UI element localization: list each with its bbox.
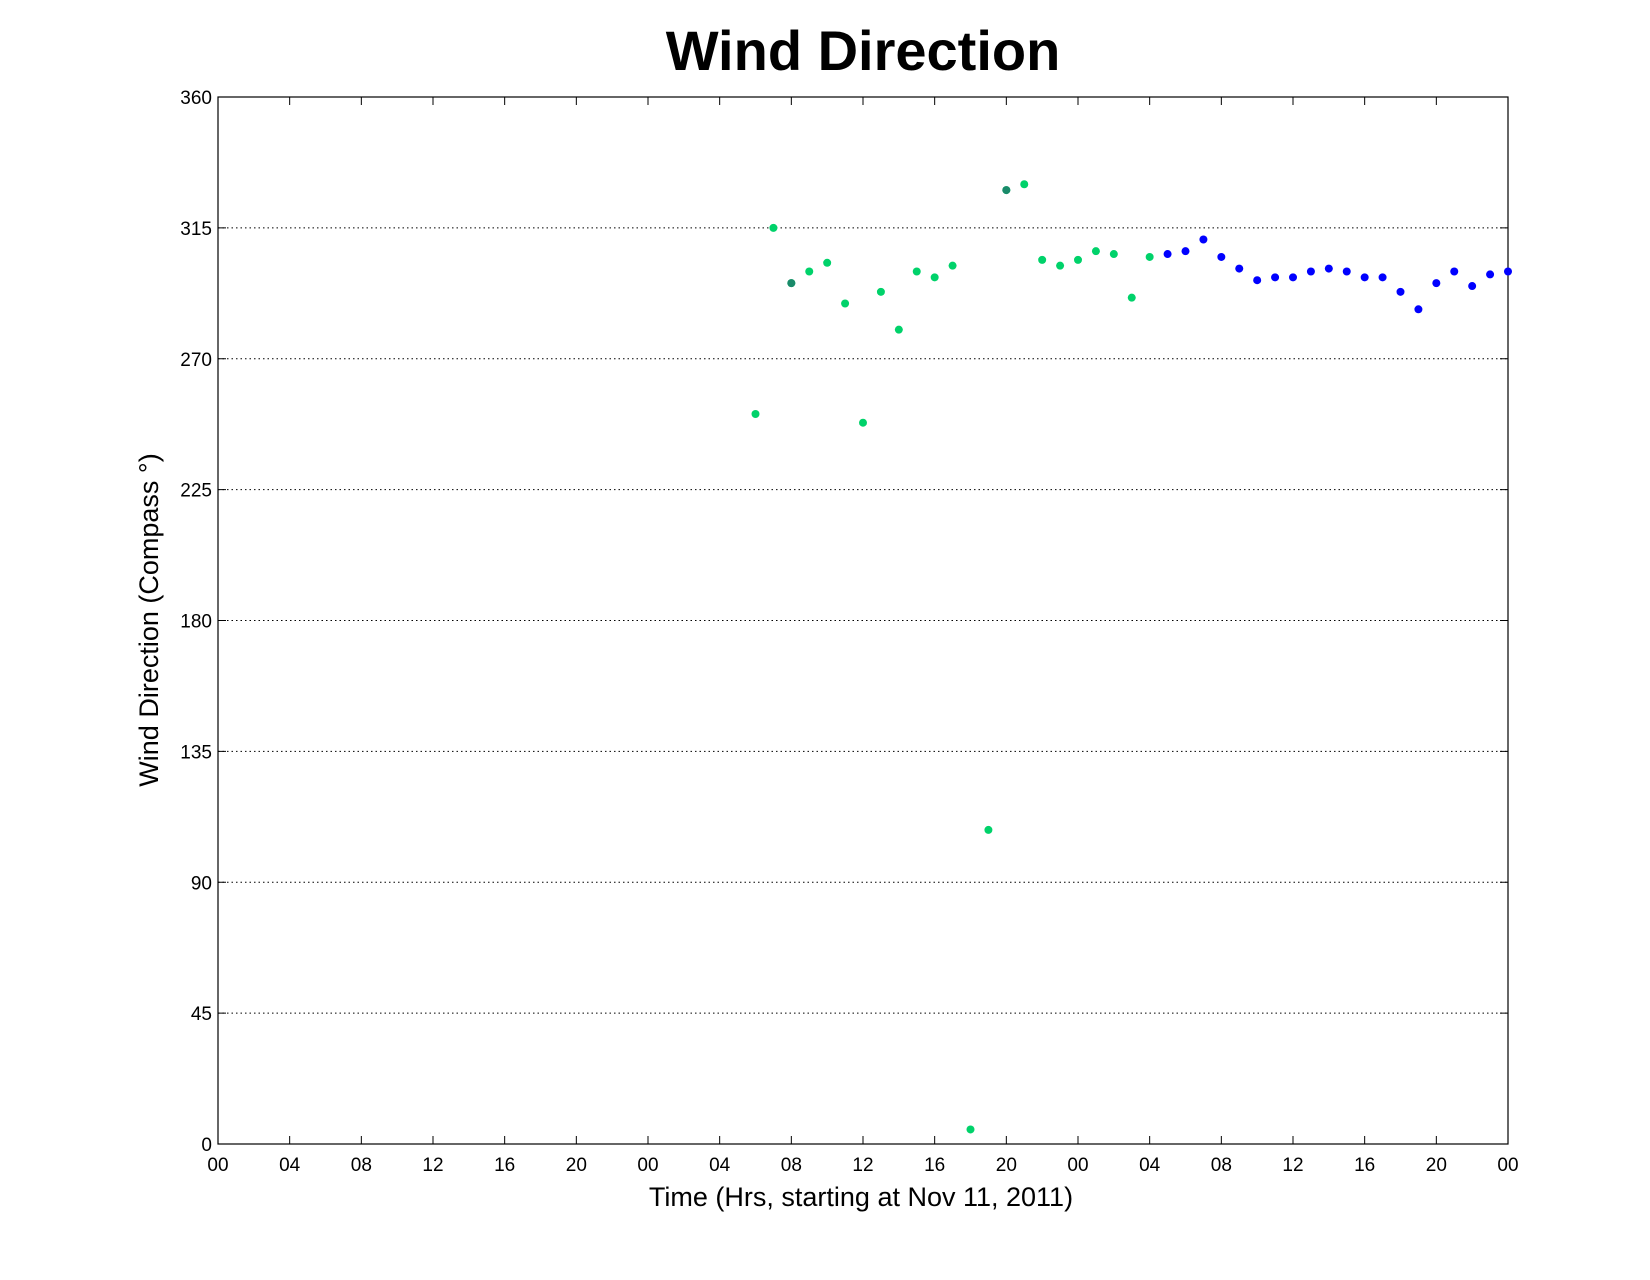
y-tick-label: 360 <box>180 88 212 109</box>
x-tick-label: 04 <box>709 1155 731 1176</box>
data-point <box>823 258 832 267</box>
data-point <box>1020 180 1029 189</box>
y-tick-label: 315 <box>180 219 212 240</box>
x-tick-label: 16 <box>1354 1155 1375 1176</box>
y-tick-label: 270 <box>180 350 212 371</box>
data-point <box>1504 267 1512 276</box>
data-point <box>841 299 850 308</box>
x-tick-label: 04 <box>279 1155 301 1176</box>
chart-title: Wind Direction <box>666 19 1061 82</box>
y-tick-label: 225 <box>180 481 212 502</box>
x-axis-label: Time (Hrs, starting at Nov 11, 2011) <box>649 1182 1073 1212</box>
y-tick-labels: 0 45 90 135 180 225 270 315 360 <box>180 88 212 1156</box>
data-point <box>1091 247 1100 256</box>
data-point <box>1235 264 1244 273</box>
data-point <box>1306 267 1315 276</box>
y-axis-label: Wind Direction (Compass °) <box>134 453 164 786</box>
data-point <box>1289 273 1297 282</box>
data-point <box>894 325 903 334</box>
data-point <box>912 267 921 276</box>
data-point <box>1432 279 1441 288</box>
data-point <box>1414 305 1423 314</box>
data-point <box>1127 293 1136 302</box>
data-point <box>805 267 814 276</box>
x-tick-label: 00 <box>1497 1155 1518 1176</box>
x-tick-label: 12 <box>422 1155 443 1176</box>
data-point <box>966 1125 975 1134</box>
y-tick-label: 135 <box>180 742 212 763</box>
data-point-overlap <box>1002 186 1011 195</box>
x-tick-label: 00 <box>1067 1155 1088 1176</box>
x-tick-label: 12 <box>1282 1155 1303 1176</box>
data-point <box>1109 250 1118 259</box>
data-point <box>1360 273 1369 282</box>
x-tick-label: 20 <box>1426 1155 1447 1176</box>
data-points <box>751 180 1512 1134</box>
data-point <box>1450 267 1459 276</box>
data-point <box>769 223 778 232</box>
x-tick-label: 04 <box>1139 1155 1161 1176</box>
data-point <box>1486 270 1495 279</box>
x-tick-label: 20 <box>566 1155 587 1176</box>
x-tick-label: 16 <box>924 1155 945 1176</box>
x-tick-label: 08 <box>351 1155 372 1176</box>
y-tick-label: 180 <box>180 612 212 633</box>
x-tick-label: 16 <box>494 1155 515 1176</box>
data-point <box>1253 276 1262 285</box>
data-point <box>1468 282 1477 291</box>
x-tick-label: 20 <box>996 1155 1017 1176</box>
data-point <box>1056 261 1065 270</box>
data-point <box>1396 287 1405 296</box>
data-point <box>876 287 885 296</box>
data-point <box>930 273 939 282</box>
data-point <box>1145 252 1154 261</box>
data-point <box>1342 267 1351 276</box>
x-tick-label: 00 <box>637 1155 658 1176</box>
data-point <box>1324 264 1333 273</box>
data-point <box>1163 250 1172 259</box>
x-tick-label: 12 <box>852 1155 873 1176</box>
data-point <box>1271 273 1280 282</box>
data-point-overlap <box>787 279 796 288</box>
x-tick-label: 08 <box>781 1155 802 1176</box>
y-tick-label: 0 <box>201 1135 212 1156</box>
data-point <box>859 418 867 427</box>
data-point <box>1038 255 1047 264</box>
data-point <box>1074 255 1082 264</box>
data-point <box>984 825 993 834</box>
grid-lines <box>218 227 1508 1014</box>
x-tick-labels: 00 04 08 12 16 20 00 04 08 12 16 20 00 04 08 12 16 20 00 <box>207 1155 1518 1176</box>
data-point <box>751 410 760 419</box>
data-point <box>1181 247 1190 256</box>
y-tick-label: 45 <box>191 1004 212 1025</box>
x-tick-label: 00 <box>207 1155 228 1176</box>
data-point <box>948 261 957 270</box>
data-point <box>1378 273 1387 282</box>
axis-ticks <box>217 96 1509 1145</box>
y-tick-label: 90 <box>191 873 212 894</box>
data-point <box>1199 235 1208 244</box>
data-point <box>1217 252 1226 261</box>
x-tick-label: 08 <box>1211 1155 1232 1176</box>
